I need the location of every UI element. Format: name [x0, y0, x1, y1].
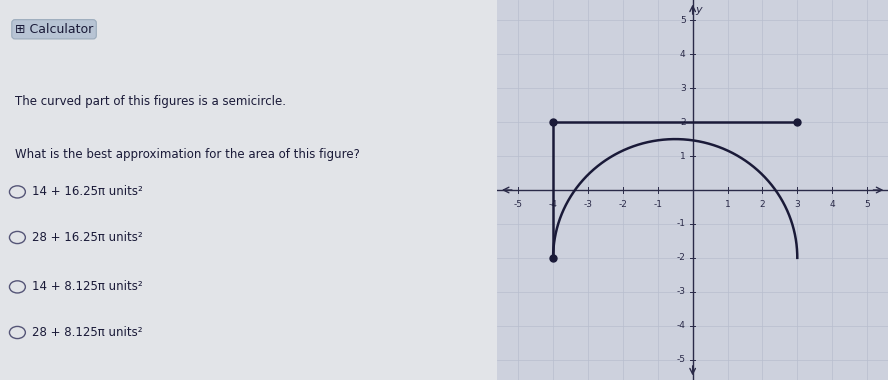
Text: 28 + 16.25π units²: 28 + 16.25π units²	[32, 231, 143, 244]
Text: -5: -5	[514, 200, 523, 209]
Text: -5: -5	[677, 355, 686, 364]
Text: -1: -1	[677, 219, 686, 228]
Point	[546, 119, 560, 125]
Text: 14 + 8.125π units²: 14 + 8.125π units²	[32, 280, 143, 293]
Text: -3: -3	[583, 200, 592, 209]
Text: 4: 4	[680, 50, 686, 59]
Text: The curved part of this figures is a semicircle.: The curved part of this figures is a sem…	[15, 95, 286, 108]
Text: -3: -3	[677, 287, 686, 296]
Text: -4: -4	[549, 200, 558, 209]
Text: 4: 4	[829, 200, 835, 209]
Text: 5: 5	[864, 200, 870, 209]
Text: -4: -4	[677, 321, 686, 330]
Text: ⊞ Calculator: ⊞ Calculator	[15, 23, 93, 36]
Text: 3: 3	[680, 84, 686, 93]
Text: 2: 2	[680, 118, 686, 127]
Text: 3: 3	[795, 200, 800, 209]
Text: 28 + 8.125π units²: 28 + 8.125π units²	[32, 326, 143, 339]
Text: -2: -2	[618, 200, 627, 209]
Text: y: y	[695, 5, 702, 15]
Text: What is the best approximation for the area of this figure?: What is the best approximation for the a…	[15, 148, 360, 161]
Text: 14 + 16.25π units²: 14 + 16.25π units²	[32, 185, 143, 198]
Text: -1: -1	[654, 200, 662, 209]
Text: 5: 5	[680, 16, 686, 25]
Text: 1: 1	[725, 200, 731, 209]
Point	[546, 255, 560, 261]
Text: 1: 1	[680, 152, 686, 161]
Text: -2: -2	[677, 253, 686, 262]
Point	[790, 119, 805, 125]
Text: 2: 2	[759, 200, 765, 209]
